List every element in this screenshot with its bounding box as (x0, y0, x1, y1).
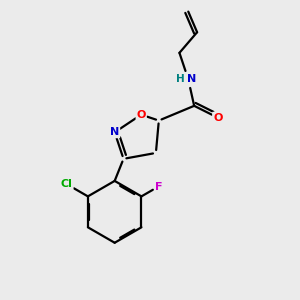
Text: O: O (136, 110, 146, 120)
Text: Cl: Cl (61, 179, 73, 189)
Text: O: O (213, 112, 222, 123)
Text: N: N (187, 74, 196, 84)
Text: F: F (155, 182, 162, 191)
Text: H: H (176, 74, 184, 84)
Text: N: N (110, 127, 119, 137)
